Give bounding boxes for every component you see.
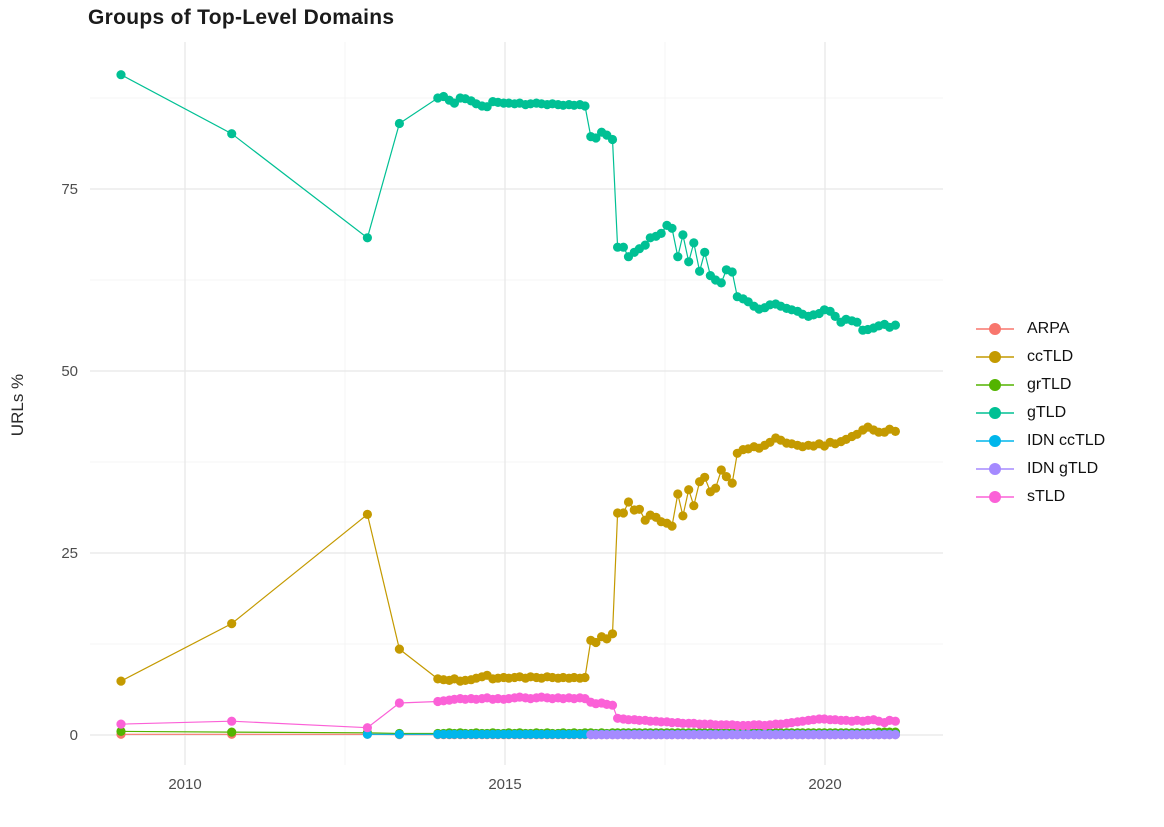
data-point bbox=[394, 729, 404, 739]
series-points-sTLD bbox=[116, 692, 901, 733]
data-point bbox=[634, 504, 645, 514]
data-point bbox=[227, 716, 237, 726]
data-point bbox=[394, 644, 404, 654]
legend-key-icon bbox=[976, 379, 1014, 391]
data-point bbox=[667, 521, 677, 531]
x-tick-label: 2020 bbox=[808, 776, 841, 793]
data-point bbox=[607, 700, 618, 710]
series-line-gTLD bbox=[120, 74, 896, 331]
legend-label: grTLD bbox=[1027, 376, 1072, 393]
legend-item-IDN-gTLD: IDN gTLD bbox=[976, 460, 1105, 477]
data-point bbox=[591, 637, 601, 648]
y-tick-label: 0 bbox=[70, 727, 78, 744]
data-point bbox=[227, 619, 237, 629]
data-point bbox=[618, 508, 629, 518]
data-point bbox=[673, 489, 683, 499]
data-point bbox=[711, 483, 721, 493]
data-point bbox=[852, 317, 862, 327]
data-point bbox=[623, 497, 634, 507]
data-point bbox=[667, 223, 677, 233]
legend: ARPA ccTLD grTLD gTLD IDN ccTLD IDN gTLD sTLD bbox=[976, 320, 1106, 505]
legend-key-icon bbox=[976, 491, 1014, 503]
legend-item-ARPA: ARPA bbox=[976, 320, 1105, 337]
data-point bbox=[673, 252, 683, 262]
data-point bbox=[116, 719, 126, 729]
legend-label: gTLD bbox=[1027, 404, 1067, 421]
data-point bbox=[716, 278, 726, 288]
data-point bbox=[227, 727, 237, 737]
data-point bbox=[695, 266, 705, 276]
data-point bbox=[394, 698, 404, 708]
legend-item-ccTLD: ccTLD bbox=[976, 348, 1105, 365]
data-point bbox=[580, 101, 590, 111]
series-line-ccTLD bbox=[120, 426, 896, 682]
data-point bbox=[394, 118, 404, 129]
data-point bbox=[689, 501, 699, 511]
data-point bbox=[362, 723, 372, 733]
data-point bbox=[362, 729, 372, 739]
legend-label: sTLD bbox=[1027, 488, 1066, 505]
legend-item-IDN-ccTLD: IDN ccTLD bbox=[976, 432, 1106, 449]
data-point bbox=[640, 240, 650, 250]
data-point bbox=[716, 465, 726, 475]
y-tick-label: 75 bbox=[61, 181, 78, 198]
data-point bbox=[116, 70, 126, 80]
data-point bbox=[890, 320, 901, 330]
series-points-IDN-gTLD bbox=[586, 730, 901, 740]
data-point bbox=[607, 629, 618, 639]
legend-item-gTLD: gTLD bbox=[976, 404, 1105, 421]
data-point bbox=[700, 472, 710, 482]
data-point bbox=[890, 716, 901, 726]
data-point bbox=[700, 247, 710, 257]
chart-title: Groups of Top-Level Domains bbox=[88, 6, 395, 29]
x-tick-label: 2015 bbox=[488, 776, 521, 793]
legend-key-icon bbox=[976, 351, 1014, 363]
data-point bbox=[684, 257, 694, 267]
data-point bbox=[116, 726, 126, 737]
data-point bbox=[678, 230, 688, 240]
data-point bbox=[591, 133, 601, 143]
y-axis-title: URLs % bbox=[8, 373, 27, 437]
data-point bbox=[721, 472, 732, 482]
data-point bbox=[684, 485, 694, 495]
legend-key-icon bbox=[976, 323, 1014, 335]
legend-key-icon bbox=[976, 435, 1014, 447]
data-point bbox=[890, 426, 901, 436]
data-point bbox=[727, 267, 737, 277]
legend-key-icon bbox=[976, 407, 1014, 419]
data-point bbox=[678, 511, 688, 521]
data-point bbox=[362, 509, 372, 519]
y-tick-label: 50 bbox=[61, 363, 78, 380]
data-point bbox=[580, 672, 590, 683]
data-point bbox=[689, 238, 699, 248]
data-point bbox=[116, 676, 126, 686]
data-point bbox=[656, 228, 666, 238]
legend-label: ARPA bbox=[1027, 320, 1070, 337]
legend-item-grTLD: grTLD bbox=[976, 376, 1105, 393]
series-points-ccTLD bbox=[116, 422, 901, 686]
data-point bbox=[227, 129, 237, 139]
legend-label: ccTLD bbox=[1027, 348, 1074, 365]
y-tick-label: 25 bbox=[61, 545, 78, 562]
legend-label: IDN gTLD bbox=[1027, 460, 1099, 477]
legend-key-icon bbox=[976, 463, 1014, 475]
series-points-gTLD bbox=[116, 70, 901, 335]
legend-label: IDN ccTLD bbox=[1027, 432, 1106, 449]
data-point bbox=[607, 134, 618, 145]
data-point bbox=[830, 311, 840, 321]
data-point bbox=[890, 730, 901, 740]
x-tick-label: 2010 bbox=[168, 776, 201, 793]
data-point bbox=[727, 478, 737, 488]
data-point bbox=[362, 233, 372, 243]
data-point bbox=[618, 242, 629, 252]
legend-item-sTLD: sTLD bbox=[976, 488, 1105, 505]
